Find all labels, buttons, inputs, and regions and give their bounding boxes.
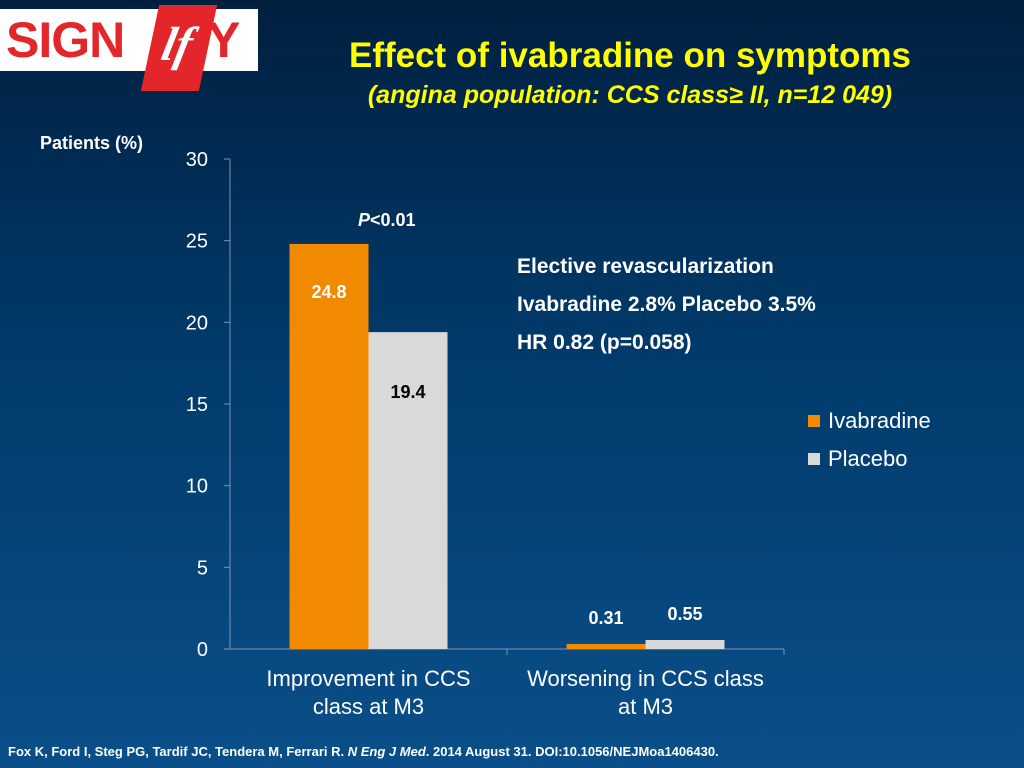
bar-ivabradine-0 bbox=[289, 243, 369, 649]
legend-item-placebo: Placebo bbox=[808, 440, 931, 478]
slide-subtitle: (angina population: CCS class≥ II, n=12 … bbox=[367, 81, 893, 109]
data-label: 19.4 bbox=[390, 382, 425, 402]
x-tick-label: Improvement in CCS bbox=[266, 666, 470, 691]
y-tick-label: 5 bbox=[197, 557, 208, 579]
legend-label-ivabradine: Ivabradine bbox=[828, 408, 931, 433]
citation-details: . 2014 August 31. DOI:10.1056/NEJMoa1406… bbox=[425, 744, 719, 759]
legend-swatch-ivabradine bbox=[808, 415, 820, 427]
legend-swatch-placebo bbox=[808, 453, 820, 465]
info-line-2: Ivabradine 2.8% Placebo 3.5% bbox=[517, 293, 816, 316]
p-value-annotation: P<0.01 bbox=[358, 210, 416, 231]
info-line-3: HR 0.82 (p=0.058) bbox=[517, 331, 692, 354]
logo-text-right: Y bbox=[207, 12, 241, 68]
bar-ivabradine-1 bbox=[566, 643, 646, 649]
y-tick-label: 25 bbox=[186, 231, 208, 253]
info-line-1: Elective revascularization bbox=[517, 255, 774, 278]
data-label: 0.31 bbox=[588, 608, 623, 628]
x-tick-label: class at M3 bbox=[313, 694, 424, 719]
y-tick-label: 20 bbox=[186, 312, 208, 334]
data-label: 24.8 bbox=[311, 282, 346, 302]
slide-title: Effect of ivabradine on symptoms bbox=[348, 36, 912, 75]
revascularization-info: Elective revascularization Ivabradine 2.… bbox=[517, 252, 816, 366]
data-label: 0.55 bbox=[667, 604, 702, 624]
citation-footer: Fox K, Ford I, Steg PG, Tardif JC, Tende… bbox=[8, 744, 719, 759]
y-tick-label: 15 bbox=[186, 394, 208, 416]
x-tick-label: at M3 bbox=[618, 694, 673, 719]
p-value-italic: P bbox=[358, 210, 371, 230]
p-value-text: <0.01 bbox=[370, 210, 416, 230]
logo-text-left: SIGN bbox=[6, 12, 125, 68]
x-tick-label: Worsening in CCS class bbox=[527, 666, 764, 691]
bar-placebo-1 bbox=[645, 640, 725, 649]
y-tick-label: 0 bbox=[197, 639, 208, 661]
bar-placebo-0 bbox=[368, 332, 448, 649]
legend-label-placebo: Placebo bbox=[828, 446, 908, 471]
y-tick-label: 30 bbox=[186, 149, 208, 171]
citation-authors: Fox K, Ford I, Steg PG, Tardif JC, Tende… bbox=[8, 744, 348, 759]
legend-item-ivabradine: Ivabradine bbox=[808, 402, 931, 440]
y-tick-label: 10 bbox=[186, 476, 208, 498]
chart-legend: Ivabradine Placebo bbox=[808, 402, 931, 478]
logo-background bbox=[0, 9, 258, 71]
signify-logo: SIGN lf Y bbox=[0, 5, 258, 91]
y-axis-label: Patients (%) bbox=[40, 133, 144, 153]
citation-journal: N Eng J Med bbox=[347, 744, 426, 759]
